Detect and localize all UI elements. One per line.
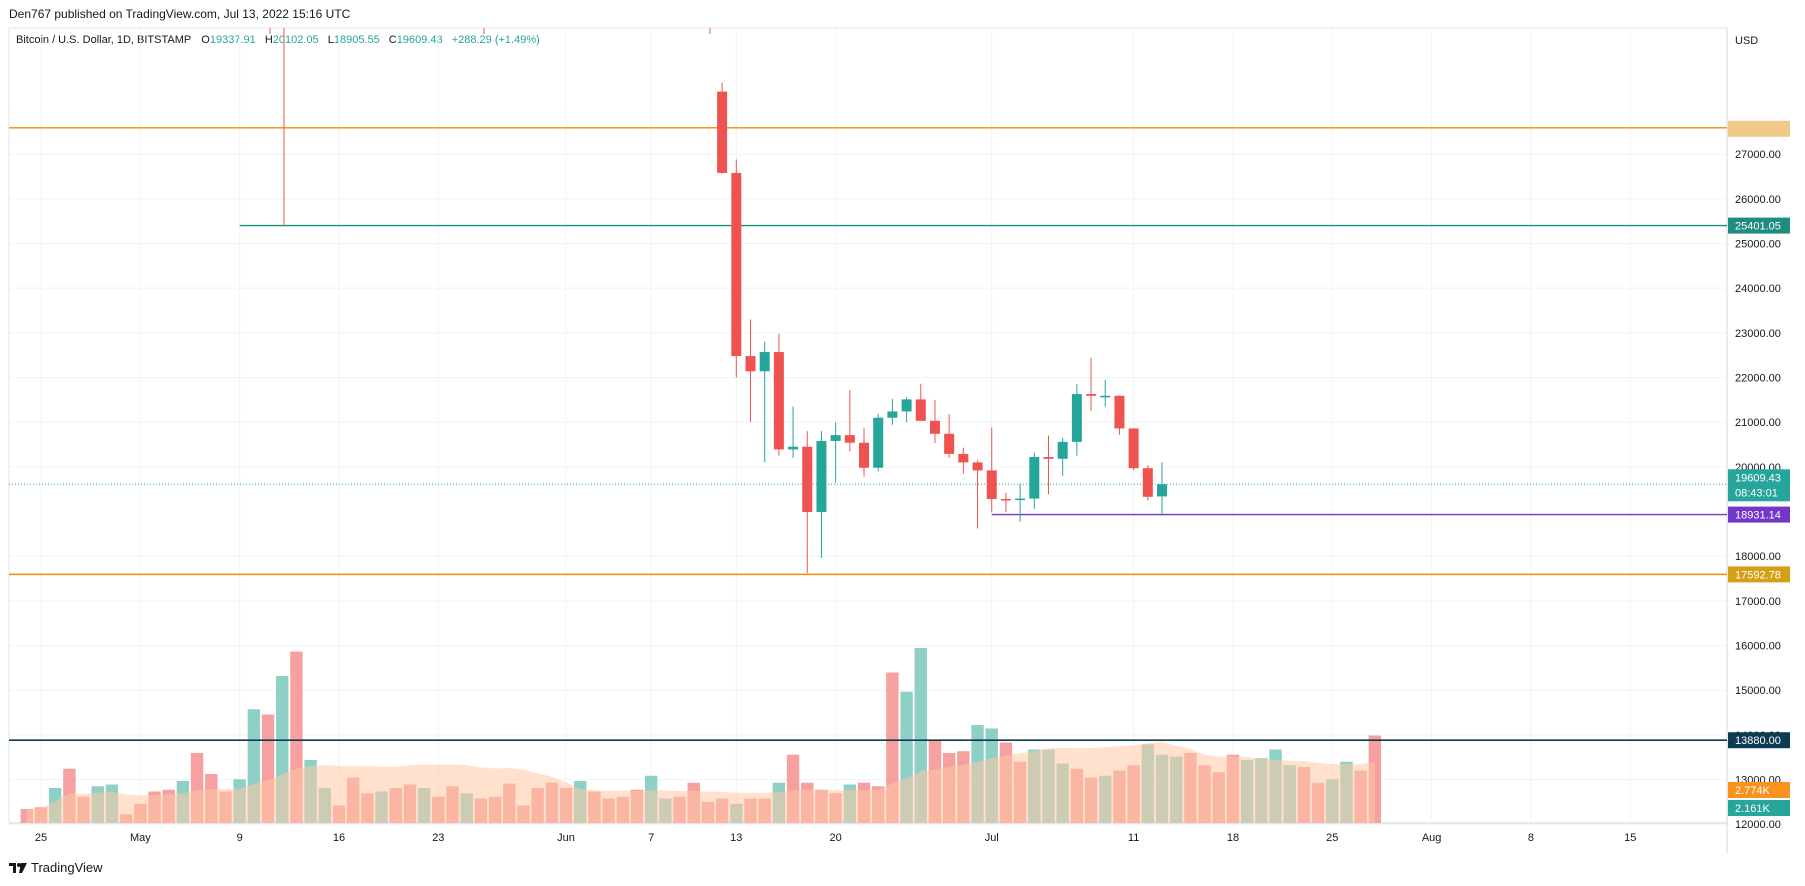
volume-layer [20, 648, 1382, 823]
price-tick-label: 16000.00 [1735, 641, 1781, 653]
horizontal-levels [9, 127, 1727, 742]
currency-label: USD [1735, 35, 1758, 47]
time-tick-label: 13 [730, 832, 742, 844]
price-tick-label: 24000.00 [1735, 283, 1781, 295]
candle-body [731, 172, 742, 357]
price-badges: 25401.05 18931.14 17592.78 13880.00 19609.43… [1728, 120, 1790, 816]
time-tick-label: Aug [1422, 832, 1442, 844]
price-tick-label: 21000.00 [1735, 417, 1781, 429]
candle-body [1086, 394, 1097, 396]
candle-body [788, 446, 799, 450]
tradingview-logo[interactable]: TradingView [9, 860, 103, 875]
volume-badge-text: 2.774K [1735, 785, 1771, 797]
candle-body [1043, 457, 1054, 459]
candle-body [745, 356, 756, 372]
tradingview-logo-icon [9, 862, 27, 873]
time-tick-label: 7 [648, 832, 654, 844]
candle-body [1142, 468, 1153, 497]
time-tick-label: 23 [432, 832, 444, 844]
candles-layer [269, 28, 1168, 574]
price-tick-label: 27000.00 [1735, 149, 1781, 161]
time-tick-label: 8 [1528, 832, 1534, 844]
candle-body [1128, 428, 1139, 469]
low-value: 18905.55 [333, 34, 380, 46]
time-tick-label: 15 [1624, 832, 1636, 844]
candle-body [929, 420, 940, 434]
candle-body [844, 435, 855, 443]
volume-badge-text: 2.161K [1735, 803, 1771, 815]
candle-body [1071, 394, 1082, 442]
candle-body [944, 433, 955, 454]
chart-axes: 27000.00 26000.00 25000.00 24000.00 23000.00… [35, 35, 1781, 844]
time-tick-label: 18 [1227, 832, 1239, 844]
level-badge-text: 13880.00 [1735, 735, 1781, 747]
price-tick-label: 23000.00 [1735, 328, 1781, 340]
candle-body [1000, 499, 1011, 501]
open-value: 19337.91 [209, 34, 256, 46]
level-badge-top [1728, 120, 1790, 137]
candle-body [1100, 395, 1111, 398]
price-tick-label: 22000.00 [1735, 373, 1781, 385]
candle-body [1029, 457, 1040, 499]
symbol-name[interactable]: Bitcoin / U.S. Dollar, 1D, BITSTAMP [16, 34, 192, 46]
level-badge [1728, 732, 1790, 749]
price-tick-label: 12000.00 [1735, 819, 1781, 831]
candle-body [830, 435, 841, 441]
candle-body [1114, 395, 1125, 429]
candle-body [901, 399, 912, 412]
candle-body [986, 470, 997, 500]
candle-body [1057, 441, 1068, 459]
candle-body [972, 462, 983, 471]
candle-body [717, 91, 728, 173]
open-label: O [201, 34, 210, 46]
tradingview-brand: TradingView [31, 860, 103, 875]
candle-body [816, 440, 827, 512]
candle-body [802, 446, 813, 512]
volume-ma-area [26, 741, 1375, 823]
price-tick-label: 25000.00 [1735, 239, 1781, 251]
time-tick-label: 9 [237, 832, 243, 844]
last-price-badge [1728, 469, 1790, 502]
candle-body [1015, 498, 1026, 501]
symbol-ohlc-legend: Bitcoin / U.S. Dollar, 1D, BITSTAMP O193… [16, 34, 546, 46]
time-tick-label: 25 [1326, 832, 1338, 844]
candle-body [915, 399, 926, 421]
price-tick-label: 18000.00 [1735, 551, 1781, 563]
time-tick-label: 25 [35, 832, 47, 844]
low-label: L [327, 34, 334, 46]
candle-body [859, 442, 870, 468]
close-value: 19609.43 [396, 34, 443, 46]
time-tick-label: Jul [985, 832, 999, 844]
time-tick-label: May [130, 832, 151, 844]
price-tick-label: 15000.00 [1735, 685, 1781, 697]
level-badge [1728, 217, 1790, 234]
candle-body [958, 453, 969, 463]
close-label: C [388, 34, 397, 46]
volume-badge [1728, 800, 1790, 816]
last-price-badge-text: 08:43:01 [1735, 487, 1778, 499]
candle-body [1157, 484, 1168, 497]
time-tick-label: 11 [1128, 832, 1139, 844]
level-badge [1728, 506, 1790, 523]
volume-badge [1728, 782, 1790, 798]
level-badge-text: 18931.14 [1735, 510, 1781, 522]
high-label: H [264, 34, 273, 46]
price-tick-label: 26000.00 [1735, 194, 1781, 206]
time-tick-label: Jun [557, 832, 575, 844]
candle-body [873, 417, 884, 468]
time-tick-label: 20 [830, 832, 842, 844]
publisher-caption: Den767 published on TradingView.com, Jul… [9, 7, 351, 21]
price-tick-label: 17000.00 [1735, 596, 1781, 608]
level-badge-text: 25401.05 [1735, 221, 1781, 233]
candle-body [887, 411, 898, 418]
time-tick-label: 16 [333, 832, 345, 844]
change-value: +288.29 (+1.49%) [451, 34, 540, 46]
level-badge [1728, 566, 1790, 583]
level-badge-text: 17592.78 [1735, 569, 1781, 581]
candle-body [759, 352, 770, 372]
last-price-badge-text: 19609.43 [1735, 472, 1781, 484]
candle-body [773, 352, 784, 450]
